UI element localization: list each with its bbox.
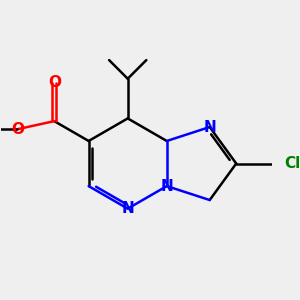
- Text: N: N: [203, 119, 216, 134]
- Text: O: O: [48, 75, 61, 90]
- Text: O: O: [11, 122, 24, 137]
- Text: N: N: [160, 178, 173, 194]
- Text: N: N: [121, 201, 134, 216]
- Text: Cl: Cl: [284, 156, 300, 171]
